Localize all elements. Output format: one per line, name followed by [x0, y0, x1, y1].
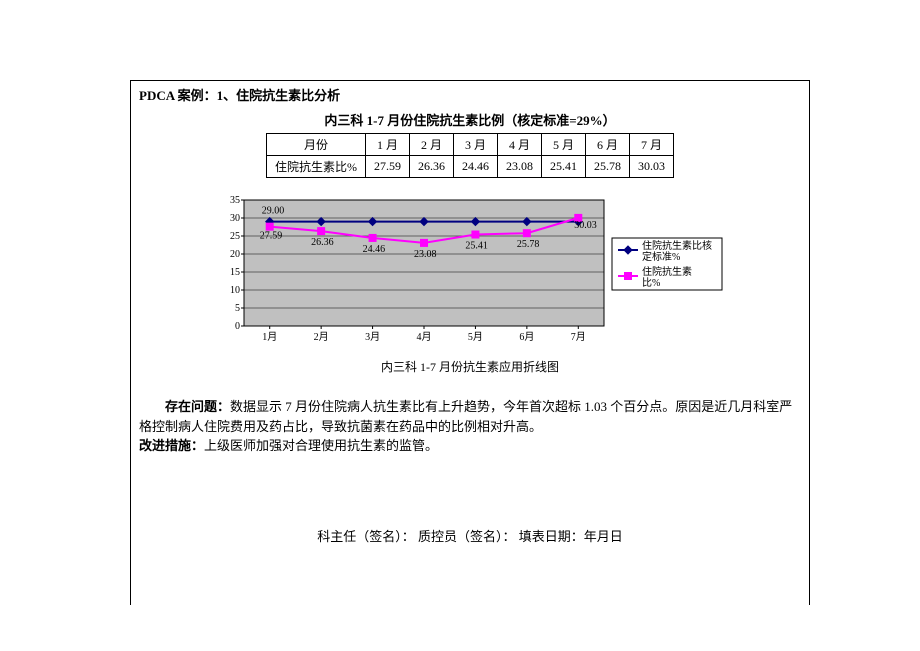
- cell: 4 月: [498, 134, 542, 156]
- cell: 1 月: [366, 134, 410, 156]
- svg-text:35: 35: [230, 195, 240, 206]
- svg-text:0: 0: [235, 321, 240, 332]
- table-row: 月份 1 月 2 月 3 月 4 月 5 月 6 月 7 月: [267, 134, 674, 156]
- signature-line: 科主任（签名）： 质控员（签名）： 填表日期：年月日: [139, 526, 801, 545]
- data-table: 月份 1 月 2 月 3 月 4 月 5 月 6 月 7 月 住院抗生素比% 2…: [266, 133, 674, 178]
- cell: 26.36: [410, 156, 454, 178]
- svg-text:4月: 4月: [417, 331, 432, 343]
- table-title: 内三科 1-7 月份住院抗生素比例（核定标准=29%）: [139, 110, 801, 129]
- svg-text:15: 15: [230, 267, 240, 278]
- chart-caption: 内三科 1-7 月份抗生素应用折线图: [139, 358, 801, 375]
- problem-text: 数据显示 7 月份住院病人抗生素比有上升趋势，今年首次超标 1.03 个百分点。…: [139, 399, 792, 434]
- problem-label: 存在问题：: [165, 399, 230, 414]
- svg-text:26.36: 26.36: [311, 237, 334, 248]
- row-label: 月份: [267, 134, 366, 156]
- action-label: 改进措施：: [139, 438, 204, 453]
- svg-text:5月: 5月: [468, 331, 483, 343]
- svg-text:24.46: 24.46: [363, 244, 386, 255]
- svg-text:比%: 比%: [642, 277, 660, 289]
- svg-text:30.03: 30.03: [574, 220, 597, 231]
- svg-text:23.08: 23.08: [414, 249, 437, 260]
- svg-text:住院抗生素比核: 住院抗生素比核: [642, 239, 712, 252]
- page: PDCA 案例：1、住院抗生素比分析 内三科 1-7 月份住院抗生素比例（核定标…: [0, 0, 920, 651]
- svg-text:20: 20: [230, 249, 240, 260]
- cell: 3 月: [454, 134, 498, 156]
- chart-container: 0 5 10 15 20 25 30 35 1月 2月 3月 4月 5月 6月 7月 29.00 27.59 26…: [139, 192, 801, 375]
- cell: 25.78: [586, 156, 630, 178]
- cell: 5 月: [542, 134, 586, 156]
- svg-text:定标准%: 定标准%: [642, 250, 680, 263]
- svg-text:25.78: 25.78: [517, 239, 540, 250]
- svg-text:25: 25: [230, 231, 240, 242]
- action-text: 上级医师加强对合理使用抗生素的监管。: [204, 438, 438, 453]
- svg-text:3月: 3月: [365, 331, 380, 343]
- svg-text:住院抗生素: 住院抗生素: [642, 265, 692, 278]
- svg-text:6月: 6月: [519, 331, 534, 343]
- cell: 2 月: [410, 134, 454, 156]
- document-box: PDCA 案例：1、住院抗生素比分析 内三科 1-7 月份住院抗生素比例（核定标…: [130, 80, 810, 605]
- svg-text:30: 30: [230, 213, 240, 224]
- cell: 6 月: [586, 134, 630, 156]
- row-label: 住院抗生素比%: [267, 156, 366, 178]
- cell: 7 月: [630, 134, 674, 156]
- cell: 30.03: [630, 156, 674, 178]
- svg-text:25.41: 25.41: [465, 241, 488, 252]
- svg-text:5: 5: [235, 303, 240, 314]
- svg-text:29.00: 29.00: [262, 206, 285, 217]
- cell: 24.46: [454, 156, 498, 178]
- line-chart: 0 5 10 15 20 25 30 35 1月 2月 3月 4月 5月 6月 7月 29.00 27.59 26…: [210, 192, 730, 352]
- svg-text:10: 10: [230, 285, 240, 296]
- cell: 23.08: [498, 156, 542, 178]
- cell: 25.41: [542, 156, 586, 178]
- body-text: 存在问题：数据显示 7 月份住院病人抗生素比有上升趋势，今年首次超标 1.03 …: [139, 397, 801, 456]
- doc-title: PDCA 案例：1、住院抗生素比分析: [139, 85, 801, 104]
- svg-text:7月: 7月: [571, 331, 586, 343]
- svg-text:27.59: 27.59: [260, 231, 283, 242]
- svg-text:2月: 2月: [314, 331, 329, 343]
- svg-text:1月: 1月: [262, 331, 277, 343]
- table-row: 住院抗生素比% 27.59 26.36 24.46 23.08 25.41 25…: [267, 156, 674, 178]
- cell: 27.59: [366, 156, 410, 178]
